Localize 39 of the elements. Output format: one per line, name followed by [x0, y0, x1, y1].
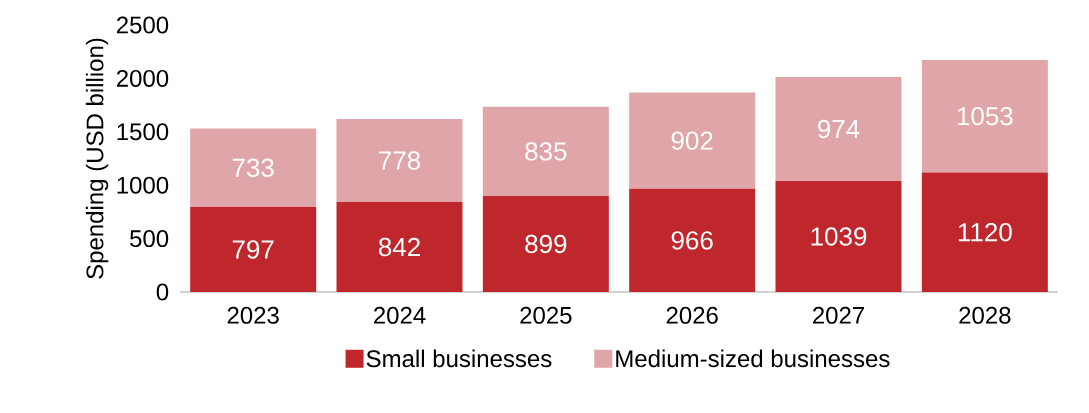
bar — [336, 202, 463, 292]
x-tick-label: 2023 — [227, 306, 279, 324]
data-label: 1039 — [811, 227, 867, 246]
x-tick-label: 2028 — [959, 306, 1011, 324]
y-tick-label: 1000 — [117, 176, 169, 194]
data-label: 902 — [671, 131, 713, 150]
data-label: 842 — [378, 237, 420, 257]
y-tick-label: 2500 — [116, 16, 169, 34]
y-tick-label: 1500 — [117, 123, 169, 141]
x-tick-label: 2024 — [374, 306, 426, 324]
bar — [921, 172, 1048, 292]
x-tick-label: 2025 — [520, 306, 572, 324]
data-label: 835 — [525, 142, 567, 161]
bar — [629, 92, 756, 189]
bar — [190, 128, 317, 207]
data-label: 899 — [525, 234, 567, 254]
x-tick-label: 2027 — [813, 306, 864, 324]
data-label: 966 — [671, 231, 713, 250]
legend-label: Small businesses — [366, 349, 552, 368]
y-tick-label: 0 — [156, 283, 169, 301]
bar — [921, 59, 1048, 173]
data-label: 974 — [818, 119, 860, 139]
data-label: 1053 — [957, 106, 1013, 126]
y-axis-title: Spending (USD billion) — [85, 38, 109, 279]
bar — [629, 188, 756, 292]
bar — [482, 106, 609, 196]
x-tick-label: 2026 — [666, 306, 718, 324]
y-tick-label: 2000 — [116, 69, 169, 87]
data-label: 797 — [232, 240, 274, 259]
y-tick-label: 500 — [130, 230, 169, 248]
data-label: 733 — [232, 158, 274, 177]
bar — [775, 181, 902, 292]
legend-label: Medium-sized businesses — [616, 349, 890, 368]
bar — [775, 77, 902, 182]
bar — [336, 118, 463, 203]
data-label: 1120 — [958, 222, 1012, 242]
bar — [482, 195, 609, 292]
data-label: 778 — [379, 151, 421, 170]
bar — [190, 206, 317, 292]
